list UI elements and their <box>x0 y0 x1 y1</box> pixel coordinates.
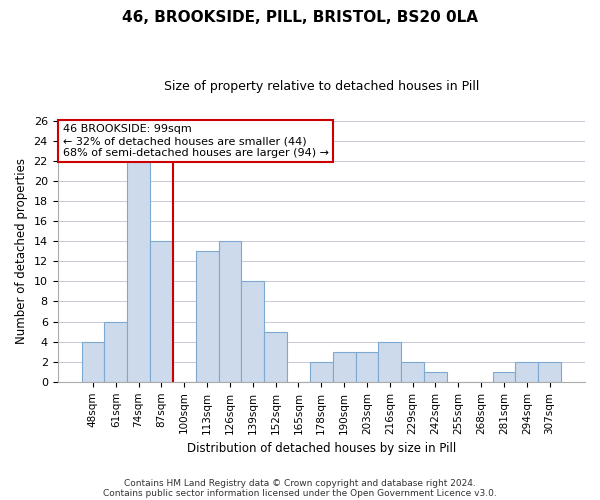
Bar <box>264 332 287 382</box>
Bar <box>104 322 127 382</box>
Bar <box>538 362 561 382</box>
Title: Size of property relative to detached houses in Pill: Size of property relative to detached ho… <box>164 80 479 93</box>
Bar <box>196 251 218 382</box>
Text: Contains public sector information licensed under the Open Government Licence v3: Contains public sector information licen… <box>103 488 497 498</box>
Bar <box>82 342 104 382</box>
Text: 46 BROOKSIDE: 99sqm
← 32% of detached houses are smaller (44)
68% of semi-detach: 46 BROOKSIDE: 99sqm ← 32% of detached ho… <box>63 124 329 158</box>
Bar <box>515 362 538 382</box>
Y-axis label: Number of detached properties: Number of detached properties <box>15 158 28 344</box>
X-axis label: Distribution of detached houses by size in Pill: Distribution of detached houses by size … <box>187 442 456 455</box>
Bar <box>241 282 264 382</box>
Text: 46, BROOKSIDE, PILL, BRISTOL, BS20 0LA: 46, BROOKSIDE, PILL, BRISTOL, BS20 0LA <box>122 10 478 25</box>
Text: Contains HM Land Registry data © Crown copyright and database right 2024.: Contains HM Land Registry data © Crown c… <box>124 478 476 488</box>
Bar <box>379 342 401 382</box>
Bar <box>218 241 241 382</box>
Bar <box>401 362 424 382</box>
Bar <box>150 241 173 382</box>
Bar <box>424 372 447 382</box>
Bar <box>310 362 332 382</box>
Bar <box>356 352 379 382</box>
Bar <box>332 352 356 382</box>
Bar <box>127 160 150 382</box>
Bar <box>493 372 515 382</box>
